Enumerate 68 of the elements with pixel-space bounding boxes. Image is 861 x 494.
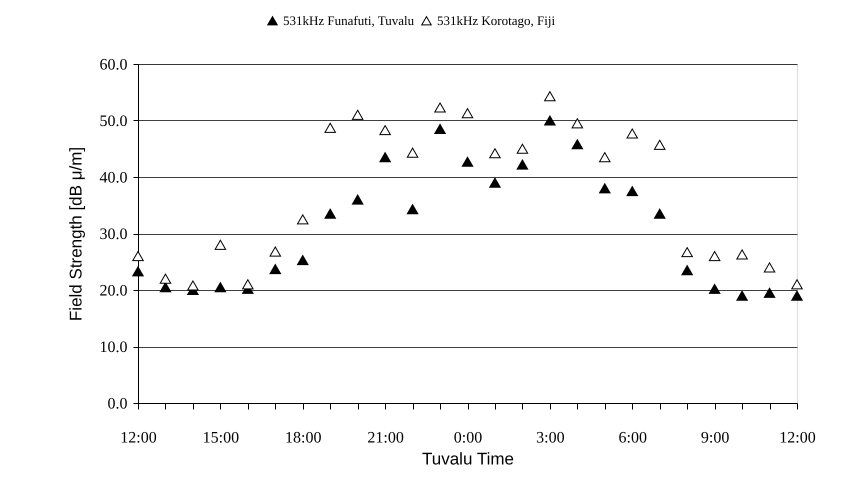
point	[462, 156, 474, 167]
point	[297, 214, 308, 224]
point	[132, 251, 144, 262]
x-tick-label: 0:00	[454, 430, 482, 446]
y-tick-label: 60.0	[100, 56, 128, 74]
point	[489, 178, 501, 188]
point	[434, 124, 446, 134]
point	[626, 186, 638, 196]
y-axis-title: Field Strength [dB μ/m]	[66, 146, 86, 322]
point	[572, 118, 584, 128]
point	[544, 91, 556, 102]
point	[599, 152, 611, 162]
point	[160, 282, 172, 292]
point	[352, 194, 364, 205]
point	[516, 160, 528, 170]
x-axis-title: Tuvalu Time	[422, 450, 514, 468]
point	[516, 144, 528, 154]
point	[324, 122, 336, 133]
point	[324, 208, 336, 219]
y-tick-label: 0.0	[108, 396, 128, 412]
point	[462, 108, 474, 118]
point	[214, 240, 226, 250]
point	[654, 140, 666, 150]
point	[681, 265, 693, 276]
y-tick-label: 10.0	[100, 339, 128, 356]
point	[764, 288, 776, 298]
point	[654, 208, 666, 219]
x-tick-label: 9:00	[700, 430, 730, 446]
point	[379, 152, 391, 162]
point	[379, 125, 391, 136]
y-tick-label: 50.0	[100, 113, 128, 130]
point	[406, 204, 418, 214]
point	[187, 280, 199, 291]
legend-label: 531kHz Korotago, Fiji	[437, 12, 556, 28]
point	[708, 284, 720, 294]
point	[572, 139, 584, 150]
legend-label: 531kHz Funafuti, Tuvalu	[283, 12, 415, 28]
x-tick-label: 12:00	[120, 430, 157, 446]
point	[242, 279, 254, 290]
point	[270, 264, 282, 274]
point	[406, 148, 418, 158]
y-tick-label: 20.0	[100, 282, 128, 300]
x-tick-label: 6:00	[618, 430, 647, 446]
point	[736, 249, 748, 260]
point	[489, 148, 501, 158]
point	[132, 266, 144, 276]
point	[791, 290, 803, 301]
point	[544, 115, 556, 126]
point	[297, 255, 308, 266]
point	[681, 247, 693, 258]
point	[270, 246, 282, 257]
point	[599, 183, 611, 194]
x-tick-label: 3:00	[536, 430, 565, 446]
x-tick-label: 18:00	[285, 430, 322, 446]
point	[214, 282, 226, 292]
point	[434, 102, 446, 113]
point	[736, 290, 748, 301]
point	[160, 274, 172, 284]
point	[708, 251, 720, 262]
point	[626, 128, 638, 139]
point	[352, 110, 364, 120]
x-tick-label: 12:00	[779, 430, 816, 446]
y-tick-label: 30.0	[100, 226, 128, 243]
x-tick-label: 21:00	[367, 430, 404, 446]
y-tick-label: 40.0	[100, 170, 128, 186]
point	[791, 279, 803, 290]
x-tick-label: 15:00	[202, 430, 240, 446]
point	[764, 262, 776, 272]
